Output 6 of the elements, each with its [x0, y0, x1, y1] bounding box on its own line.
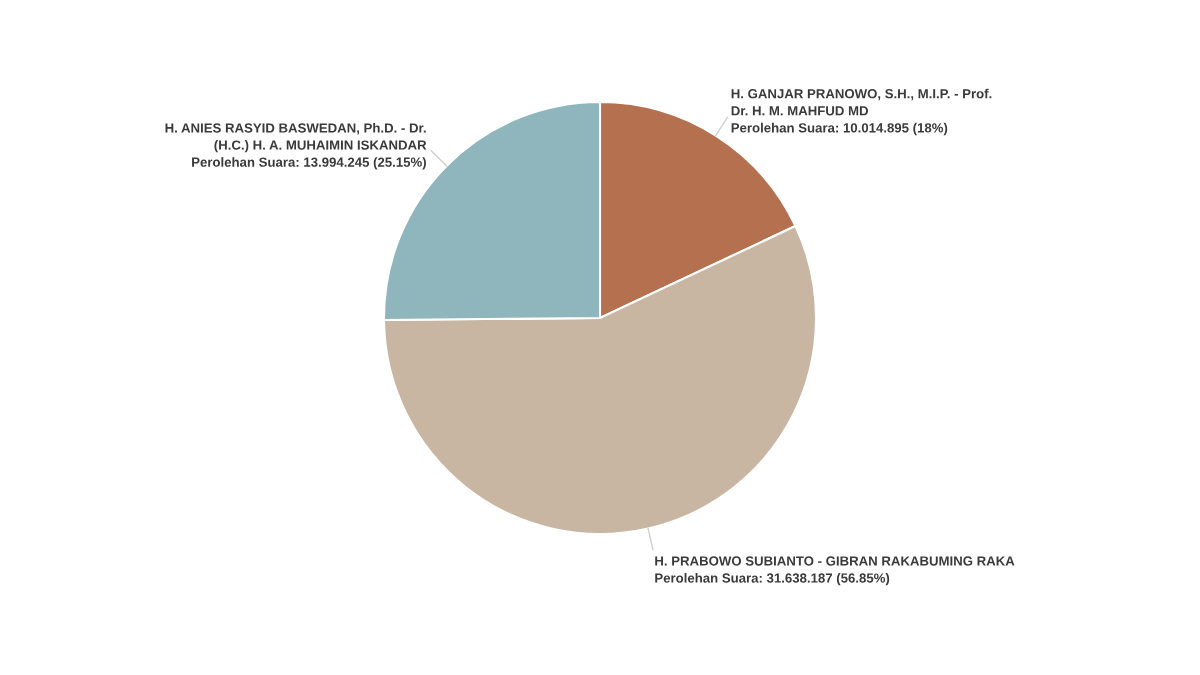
data-label: Perolehan Suara: 31.638.187 (56.85%): [655, 573, 890, 586]
data-label: Perolehan Suara: 10.014.895 (18%): [731, 122, 948, 136]
data-label: Perolehan Suara: 13.994.245 (25.15%): [192, 157, 426, 170]
slice-label: H. ANIES RASYID BASWEDAN, Ph.D. - Dr. (H.C.) H. A. MUHAIMIN ISKANDAR: [165, 122, 427, 153]
slice-label: H. GANJAR PRANOWO, S.H., M.I.P. - Prof. Dr. H. M. MAHFUD MD: [731, 88, 992, 116]
slice-label: H. PRABOWO SUBIANTO - GIBRAN RAKABUMING RAKA: [655, 556, 1015, 566]
